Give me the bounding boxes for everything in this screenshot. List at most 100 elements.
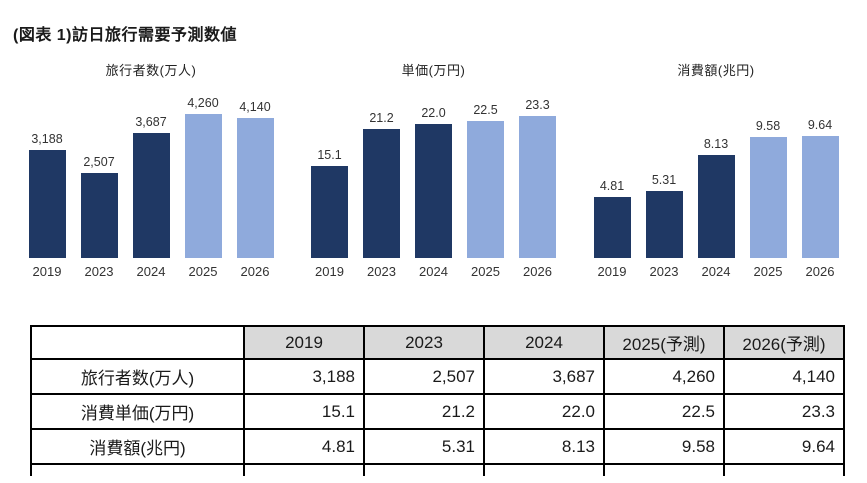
- chart-title: 旅行者数(万人): [105, 63, 197, 78]
- value-cell: 4,260: [603, 358, 725, 395]
- bar-value-label: 15.1: [317, 148, 342, 162]
- x-axis-label: 2025: [188, 264, 218, 279]
- bar: [519, 116, 556, 258]
- plot-area: 3,188 2,507 3,687 4,260 4,140: [28, 88, 274, 258]
- bar-group: 4.81: [593, 179, 631, 258]
- plot-area: 15.1 21.2 22.0 22.5 23.3: [311, 88, 556, 258]
- value-cell: 9.64: [723, 428, 845, 465]
- x-axis-label: 2026: [240, 264, 270, 279]
- table-header-cell: 2024: [483, 325, 605, 360]
- x-axis-label: 2019: [597, 264, 627, 279]
- bar-value-label: 9.58: [755, 119, 781, 133]
- x-axis-label: 2025: [471, 264, 500, 279]
- row-label-cell: 旅行者数(万人): [30, 358, 245, 395]
- page-title: (図表 1)訪日旅行需要予測数値: [13, 27, 238, 44]
- value-cell: 3,687: [483, 358, 605, 395]
- partial-cell: [723, 463, 845, 476]
- table-header-cell: 2026(予測): [723, 325, 845, 360]
- bar-value-label: 23.3: [525, 98, 550, 112]
- bar-value-label: 3,188: [31, 132, 63, 146]
- x-axis-label: 2024: [419, 264, 448, 279]
- bar-group: 22.5: [467, 103, 504, 258]
- chart-title: 消費額(兆円): [677, 63, 755, 78]
- bar-group: 8.13: [697, 137, 735, 258]
- bar-group: 22.0: [415, 106, 452, 258]
- value-cell: 8.13: [483, 428, 605, 465]
- x-axis-label: 2019: [315, 264, 344, 279]
- partial-cell: [483, 463, 605, 476]
- bar: [363, 129, 400, 258]
- bar: [749, 137, 787, 258]
- bar-value-label: 3,687: [135, 115, 167, 129]
- x-axis-label: 2023: [367, 264, 396, 279]
- bar: [311, 166, 348, 258]
- value-cell: 15.1: [243, 393, 365, 430]
- value-cell: 3,188: [243, 358, 365, 395]
- chart-2: 消費額(兆円) 4.81 5.31 8.13 9.58 9.64 2019 2023 2024 2…: [583, 62, 849, 279]
- bar-group: 4,140: [236, 100, 274, 258]
- forecast-table: 2019 2023 2024 2025(予測) 2026(予測) 旅行者数(万人) 3,1…: [30, 325, 845, 476]
- partial-cell: [243, 463, 365, 476]
- plot-area: 4.81 5.31 8.13 9.58 9.64: [593, 88, 839, 258]
- value-cell: 21.2: [363, 393, 485, 430]
- bar: [236, 118, 274, 258]
- bar-value-label: 5.31: [651, 173, 677, 187]
- value-cell: 22.0: [483, 393, 605, 430]
- bar-value-label: 22.5: [473, 103, 498, 117]
- x-axis: 2019 2023 2024 2025 2026: [29, 258, 274, 279]
- bar-value-label: 21.2: [369, 111, 394, 125]
- x-axis: 2019 2023 2024 2025 2026: [311, 258, 556, 279]
- bar: [184, 114, 222, 258]
- bar: [467, 121, 504, 258]
- partial-cell: [603, 463, 725, 476]
- bar: [801, 136, 839, 258]
- x-axis-label: 2025: [753, 264, 783, 279]
- x-axis-label: 2026: [805, 264, 835, 279]
- bar: [645, 191, 683, 258]
- bar-group: 4,260: [184, 96, 222, 258]
- table-header: 2019 2023 2024 2025(予測) 2026(予測): [30, 325, 845, 360]
- bar: [132, 133, 170, 258]
- x-axis-label: 2024: [701, 264, 731, 279]
- partial-cell: [30, 463, 245, 476]
- bar-value-label: 2,507: [83, 155, 115, 169]
- bar: [28, 150, 66, 258]
- charts-row: 旅行者数(万人) 3,188 2,507 3,687 4,260 4,140 2019 202…: [18, 62, 849, 279]
- value-cell: 4,140: [723, 358, 845, 395]
- bar-group: 5.31: [645, 173, 683, 258]
- x-axis-label: 2023: [649, 264, 679, 279]
- bar-group: 3,188: [28, 132, 66, 258]
- table-header-cell: 2023: [363, 325, 485, 360]
- table-corner-cell: [30, 325, 245, 360]
- bar: [415, 124, 452, 258]
- bar-value-label: 9.64: [807, 118, 833, 132]
- x-axis: 2019 2023 2024 2025 2026: [594, 258, 839, 279]
- table-row: 消費単価(万円) 15.1 21.2 22.0 22.5 23.3: [30, 393, 845, 430]
- chart-0: 旅行者数(万人) 3,188 2,507 3,687 4,260 4,140 2019 202…: [18, 62, 284, 279]
- bar-value-label: 4,260: [187, 96, 219, 110]
- table-body: 旅行者数(万人) 3,188 2,507 3,687 4,260 4,140 消費単価(万円…: [30, 358, 845, 476]
- value-cell: 22.5: [603, 393, 725, 430]
- x-axis-label: 2019: [32, 264, 62, 279]
- value-cell: 9.58: [603, 428, 725, 465]
- bar-group: 23.3: [519, 98, 556, 258]
- table-header-row: 2019 2023 2024 2025(予測) 2026(予測): [30, 325, 845, 360]
- row-label-cell: 消費額(兆円): [30, 428, 245, 465]
- bar-group: 15.1: [311, 148, 348, 258]
- bar-group: 3,687: [132, 115, 170, 258]
- value-cell: 23.3: [723, 393, 845, 430]
- row-label-cell: 消費単価(万円): [30, 393, 245, 430]
- table-row: 旅行者数(万人) 3,188 2,507 3,687 4,260 4,140: [30, 358, 845, 395]
- bar: [697, 155, 735, 258]
- table-header-cell: 2025(予測): [603, 325, 725, 360]
- x-axis-label: 2023: [84, 264, 114, 279]
- partial-cell: [363, 463, 485, 476]
- bar-group: 9.64: [801, 118, 839, 258]
- table-partial-row: [30, 463, 845, 476]
- table-row: 消費額(兆円) 4.81 5.31 8.13 9.58 9.64: [30, 428, 845, 465]
- table-header-cell: 2019: [243, 325, 365, 360]
- value-cell: 2,507: [363, 358, 485, 395]
- x-axis-label: 2026: [523, 264, 552, 279]
- value-cell: 4.81: [243, 428, 365, 465]
- bar-value-label: 22.0: [421, 106, 446, 120]
